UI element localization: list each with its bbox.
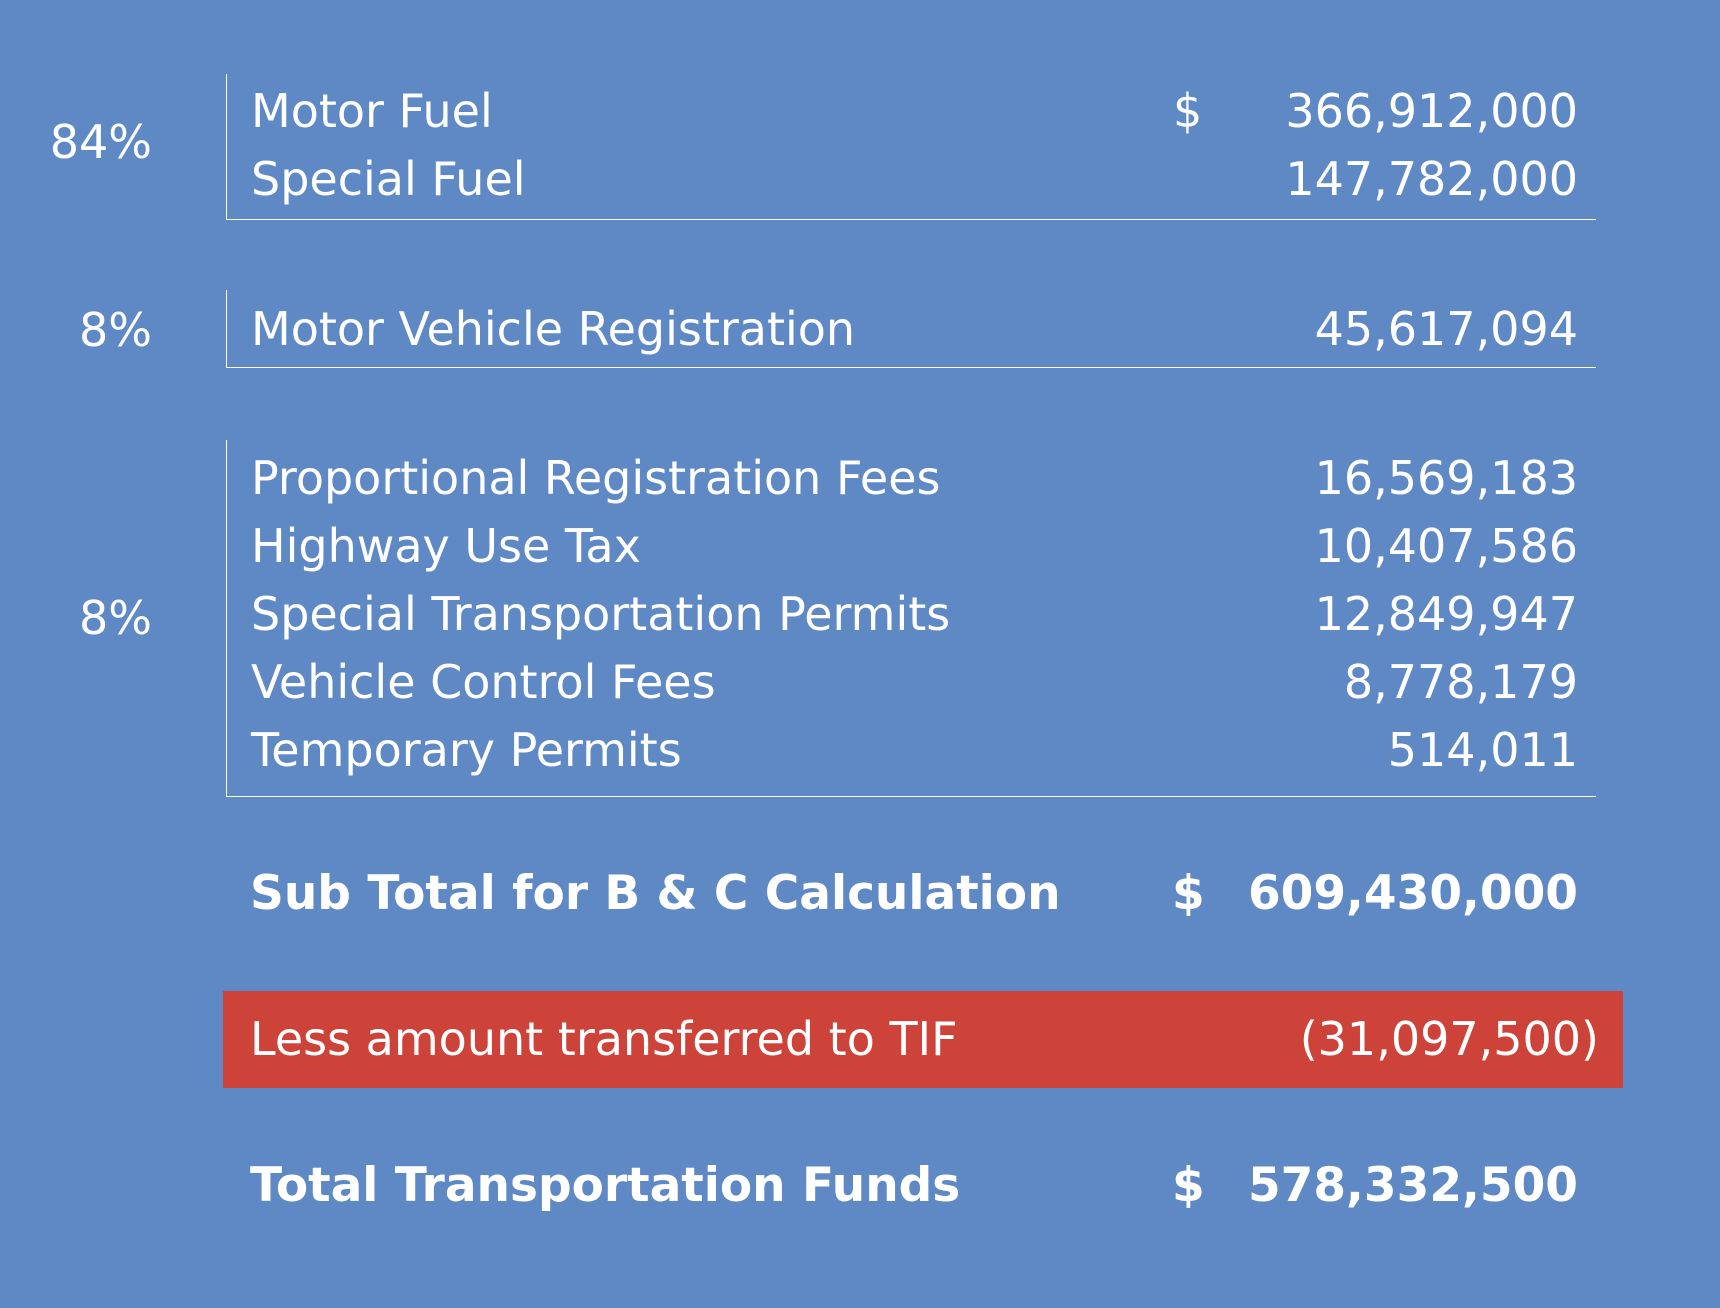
group-percent-registration: 8% xyxy=(79,303,152,357)
total-amount: 578,332,500 xyxy=(1247,1158,1578,1213)
total-row: Total Transportation Funds $ 578,332,500 xyxy=(250,1152,1578,1220)
row-label: Highway Use Tax xyxy=(251,519,641,573)
row-label: Special Transportation Permits xyxy=(251,587,951,641)
row-amount: 10,407,586 xyxy=(1314,519,1578,573)
row-label: Temporary Permits xyxy=(251,723,682,777)
currency-symbol: $ xyxy=(1172,866,1205,921)
tif-transfer-label: Less amount transferred to TIF xyxy=(250,1012,958,1066)
table-row: Special Transportation Permits 12,849,94… xyxy=(227,580,1596,648)
table-row: Special Fuel 147,782,000 xyxy=(227,145,1596,213)
table-row: Highway Use Tax 10,407,586 xyxy=(227,512,1596,580)
table-row: Motor Fuel $ 366,912,000 xyxy=(227,77,1596,145)
row-amount: 16,569,183 xyxy=(1314,451,1578,505)
group-percent-fuel: 84% xyxy=(49,115,152,169)
row-label: Motor Fuel xyxy=(251,84,493,138)
subtotal-label: Sub Total for B & C Calculation xyxy=(250,866,1061,921)
row-amount: 366,912,000 xyxy=(1285,84,1578,138)
row-amount: 45,617,094 xyxy=(1314,302,1578,356)
subtotal-row: Sub Total for B & C Calculation $ 609,43… xyxy=(250,860,1578,928)
table-row: Vehicle Control Fees 8,778,179 xyxy=(227,648,1596,716)
row-amount: 8,778,179 xyxy=(1343,655,1578,709)
row-amount: 514,011 xyxy=(1387,723,1578,777)
row-label: Vehicle Control Fees xyxy=(251,655,716,709)
currency-symbol: $ xyxy=(1172,1158,1205,1213)
currency-symbol: $ xyxy=(1173,84,1203,138)
row-amount: 147,782,000 xyxy=(1285,152,1578,206)
revenue-group-fuel: Motor Fuel $ 366,912,000 Special Fuel 14… xyxy=(226,74,1596,220)
table-row: Motor Vehicle Registration 45,617,094 xyxy=(227,295,1596,363)
revenue-group-fees: Proportional Registration Fees 16,569,18… xyxy=(226,440,1596,797)
group-percent-fees: 8% xyxy=(79,591,152,645)
subtotal-amount: 609,430,000 xyxy=(1247,866,1578,921)
row-label: Special Fuel xyxy=(251,152,526,206)
table-row: Proportional Registration Fees 16,569,18… xyxy=(227,444,1596,512)
row-label: Motor Vehicle Registration xyxy=(251,302,856,356)
tif-transfer-row: Less amount transferred to TIF (31,097,5… xyxy=(223,991,1623,1088)
total-label: Total Transportation Funds xyxy=(250,1158,961,1213)
revenue-group-registration: Motor Vehicle Registration 45,617,094 xyxy=(226,290,1596,368)
row-amount: 12,849,947 xyxy=(1314,587,1578,641)
row-label: Proportional Registration Fees xyxy=(251,451,941,505)
table-row: Temporary Permits 514,011 xyxy=(227,716,1596,784)
tif-transfer-amount: (31,097,500) xyxy=(1299,1012,1599,1066)
